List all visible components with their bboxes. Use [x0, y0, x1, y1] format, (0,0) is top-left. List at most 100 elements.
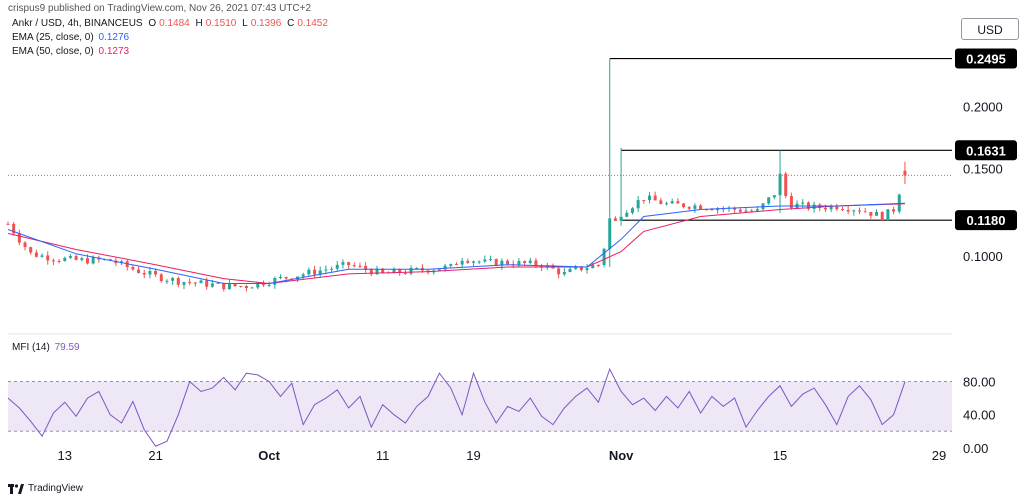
- candle: [142, 269, 146, 279]
- mfi-label: MFI (14): [12, 342, 50, 353]
- candle: [278, 274, 282, 280]
- candle-body: [716, 208, 720, 211]
- level-label: 0.1631: [966, 143, 1006, 158]
- close-label: C: [287, 18, 295, 29]
- candle-body: [324, 269, 328, 271]
- candle-body: [579, 266, 583, 271]
- candle-body: [778, 173, 782, 196]
- candle-body: [903, 170, 907, 176]
- candle-body: [472, 261, 475, 263]
- candle-body: [682, 203, 686, 208]
- candle: [460, 257, 464, 269]
- candle: [296, 276, 300, 283]
- time-axis[interactable]: 13 21 Oct 11 19 Nov 15 29: [58, 448, 947, 463]
- candle: [591, 262, 595, 269]
- time-tick-label: 11: [376, 448, 390, 463]
- level-label-box: [955, 210, 1017, 231]
- ema25-legend[interactable]: EMA (25, close, 0) 0.1276: [12, 32, 129, 43]
- candle: [880, 211, 884, 222]
- candle: [619, 147, 623, 226]
- candle: [426, 269, 430, 275]
- candle: [545, 262, 549, 270]
- candle: [57, 259, 61, 264]
- candle: [534, 258, 538, 269]
- ema50-legend[interactable]: EMA (50, close, 0) 0.1273: [12, 46, 129, 57]
- candle-body: [596, 264, 600, 266]
- level-label: 0.1180: [966, 213, 1005, 228]
- high-value: 0.1510: [205, 18, 237, 29]
- candle-body: [858, 210, 862, 212]
- candle-body: [34, 252, 38, 257]
- candle-body: [784, 173, 788, 196]
- mfi-value: 79.59: [54, 342, 80, 353]
- candle: [653, 191, 657, 201]
- candle: [659, 197, 663, 205]
- candle-body: [176, 278, 180, 285]
- mfi-axis[interactable]: 0.00 40.00 80.00: [963, 375, 996, 456]
- symbol-legend[interactable]: Ankr / USD, 4h, BINANCEUS O 0.1484 H 0.151…: [12, 18, 331, 29]
- candle-body: [40, 255, 44, 257]
- candle: [608, 58, 612, 267]
- candle: [23, 241, 27, 251]
- candle-body: [699, 205, 703, 210]
- candle: [528, 257, 532, 265]
- mfi-tick-label: 40.00: [963, 408, 996, 423]
- candle-body: [85, 258, 89, 264]
- candle: [352, 262, 356, 268]
- candle: [727, 206, 731, 212]
- currency-button[interactable]: USD: [961, 18, 1019, 40]
- candle-body: [142, 272, 146, 275]
- candle: [682, 202, 686, 209]
- price-axis[interactable]: 0.2495 0.1631 0.1180 0.1000 0.1500 0.2000: [955, 48, 1017, 264]
- candle: [34, 249, 38, 258]
- time-tick-label: 15: [773, 448, 787, 463]
- candle: [165, 279, 169, 285]
- candle-body: [892, 209, 896, 212]
- mfi-tick-label: 0.00: [963, 441, 988, 456]
- candle: [244, 284, 248, 292]
- candle-body: [500, 260, 504, 266]
- candle-body: [108, 259, 112, 261]
- candle: [449, 263, 453, 268]
- candle-body: [608, 218, 612, 249]
- candle: [472, 260, 475, 266]
- candle-body: [51, 260, 55, 262]
- candle-body: [335, 264, 339, 269]
- candle: [784, 171, 788, 199]
- candle-body: [182, 282, 186, 285]
- candle-body: [381, 268, 385, 273]
- candle: [176, 276, 180, 288]
- high-label: H: [195, 18, 203, 29]
- candle: [159, 273, 163, 283]
- candle-body: [523, 261, 527, 263]
- candle: [188, 278, 192, 286]
- mfi-tick-label: 80.00: [963, 375, 996, 390]
- candle: [51, 258, 55, 266]
- candle-body: [68, 256, 72, 258]
- candle-body: [284, 277, 288, 279]
- open-label: O: [148, 18, 157, 29]
- candle: [863, 207, 867, 213]
- candle-body: [91, 257, 95, 264]
- candle: [335, 260, 339, 272]
- time-tick-label: 29: [932, 448, 946, 463]
- candle-body: [852, 210, 856, 212]
- tradingview-logo[interactable]: TradingView: [8, 483, 83, 494]
- candle-body: [619, 216, 623, 221]
- time-tick-label: 21: [148, 448, 162, 463]
- mfi-pane[interactable]: [7, 367, 952, 447]
- candle-body: [80, 258, 84, 260]
- ema25-value: 0.1276: [98, 32, 130, 43]
- candle-body: [233, 283, 237, 287]
- candle: [772, 195, 776, 200]
- candle: [409, 265, 413, 276]
- candle-body: [165, 280, 169, 282]
- candle-body: [568, 268, 572, 272]
- candle-body: [250, 287, 254, 289]
- candle: [148, 267, 152, 279]
- price-pane[interactable]: [6, 57, 953, 335]
- mfi-legend[interactable]: MFI (14) 79.59: [12, 342, 80, 353]
- candle-body: [398, 269, 402, 273]
- candle-body: [364, 265, 368, 270]
